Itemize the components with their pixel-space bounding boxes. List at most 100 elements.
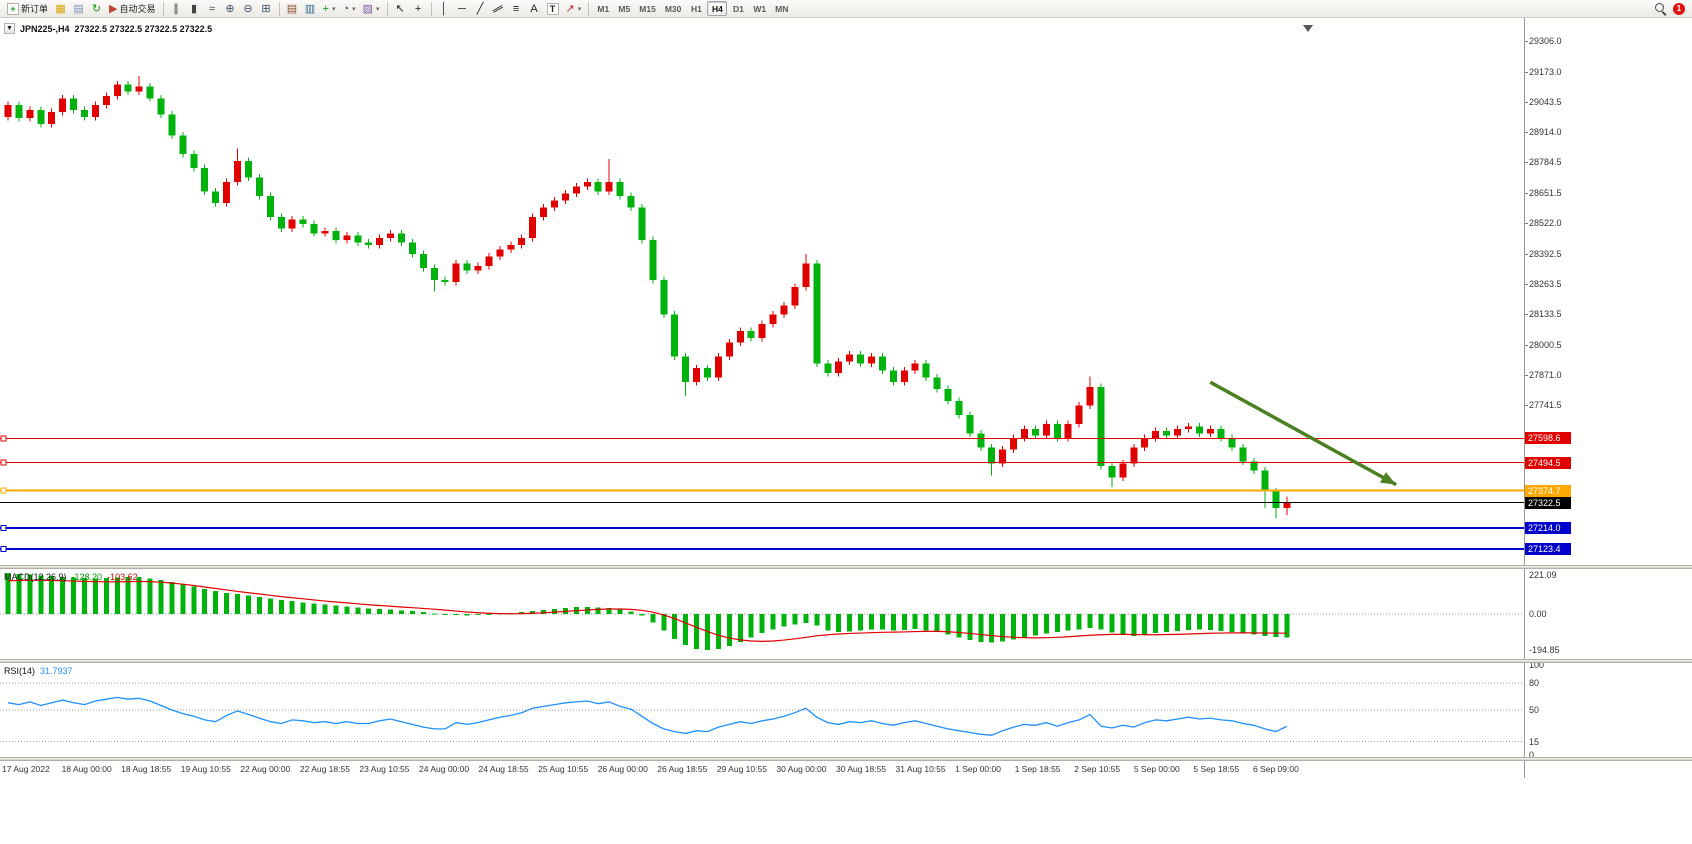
rsi-scale-label: 80	[1529, 678, 1540, 688]
dropdown-arrow-icon[interactable]: ▾	[577, 5, 582, 13]
data-window-icon: ▥	[304, 2, 316, 15]
new-order-button-label: 新订单	[21, 4, 49, 14]
price-tag: 27494.5	[1525, 456, 1571, 469]
cursor-button[interactable]: ↖	[392, 1, 409, 17]
line-handle[interactable]	[0, 435, 7, 442]
time-axis-label: 22 Aug 18:55	[299, 764, 350, 774]
period-h1-button[interactable]: H1	[690, 3, 702, 14]
time-axis-label: 5 Sep 00:00	[1133, 764, 1180, 774]
dropdown-arrow-icon[interactable]: ▾	[331, 5, 336, 13]
data-window-button[interactable]: ▥	[302, 1, 319, 17]
price-scale-label: 28392.5	[1529, 248, 1562, 259]
period-m5-button[interactable]: M5	[618, 3, 631, 14]
crosshair-button[interactable]: +	[410, 1, 427, 17]
fibonacci-button[interactable]: ≡	[508, 1, 525, 17]
price-tag: 27214.0	[1525, 521, 1571, 534]
autotrading-button[interactable]: ▶ 自动交易	[106, 1, 158, 17]
new-chart-button[interactable]: ▦	[52, 1, 69, 17]
tile-windows-button[interactable]: ⊞	[258, 1, 275, 17]
time-axis-label: 29 Aug 10:55	[716, 764, 767, 774]
rsi-panel-splitter[interactable]	[0, 659, 1692, 663]
vertical-line-button[interactable]: │	[436, 1, 453, 17]
indicators-button[interactable]: + ▾	[320, 1, 339, 17]
price-scale-label: 28651.5	[1529, 188, 1562, 199]
price-scale-tick	[1524, 253, 1528, 255]
cursor-icon: ↖	[395, 2, 405, 15]
rsi-line	[7, 696, 1288, 736]
macd-panel	[0, 573, 1524, 651]
toolbar-separator	[386, 1, 388, 16]
zoom-in-button[interactable]: ⊕	[222, 1, 239, 17]
price-scale-tick	[1524, 102, 1528, 104]
chart-header: ▼ JPN225-,H4 27322.5 27322.5 27322.5 273…	[4, 23, 212, 34]
trendline-button[interactable]: ╱	[472, 1, 489, 17]
line-chart-button[interactable]: ≈	[204, 1, 221, 17]
toolbar-separator	[588, 1, 590, 16]
market-watch-button[interactable]: ▤	[284, 1, 301, 17]
price-scale-tick	[1524, 193, 1528, 195]
period-h4-button[interactable]: H4	[707, 1, 728, 16]
text-label-button[interactable]: T	[544, 1, 562, 17]
tile-windows-icon: ⊞	[261, 2, 271, 15]
line-handle[interactable]	[0, 524, 7, 531]
price-scale-tick	[1524, 405, 1528, 407]
rsi-scale-label: 100	[1529, 660, 1545, 670]
price-scale-label: 28522.0	[1529, 218, 1562, 229]
price-scale-tick	[1524, 41, 1528, 42]
period-m15-button[interactable]: M15	[639, 3, 656, 14]
chart-shift-marker[interactable]	[1303, 25, 1313, 32]
horizontal-levels[interactable]	[0, 435, 1524, 553]
arrows-button[interactable]: ↗ ▾	[563, 1, 585, 17]
trend-arrow[interactable]	[1209, 380, 1397, 487]
periods-icon: ◔	[342, 2, 350, 15]
line-chart-icon: ≈	[208, 2, 216, 15]
price-scale-label: 28263.5	[1529, 278, 1562, 289]
line-handle[interactable]	[0, 459, 7, 466]
autotrading-icon: ▶	[109, 2, 118, 15]
time-axis-label: 31 Aug 10:55	[895, 764, 946, 774]
profiles-button[interactable]: ▤	[70, 1, 87, 17]
period-mn-button[interactable]: MN	[775, 3, 789, 14]
candlestick-chart-button[interactable]: ▮	[186, 1, 203, 17]
horizontal-line-button[interactable]: ─	[454, 1, 471, 17]
toolbar-separator	[430, 1, 432, 16]
refresh-button[interactable]: ↻	[88, 1, 105, 17]
period-m1-button[interactable]: M1	[597, 3, 610, 14]
macd-name: MACD(12,26,9)	[4, 572, 67, 582]
new-order-button[interactable]: + 新订单	[4, 1, 51, 17]
macd-panel-splitter[interactable]	[0, 565, 1692, 569]
notifications-badge[interactable]: 1	[1673, 2, 1685, 15]
trendline-icon: ╱	[476, 2, 484, 15]
price-tag: 27598.6	[1525, 432, 1571, 445]
refresh-icon: ↻	[91, 2, 102, 15]
bar-chart-button[interactable]: ∥	[168, 1, 185, 17]
profiles-icon: ▤	[73, 2, 84, 15]
chart-ohlc: 27322.5 27322.5 27322.5 27322.5	[74, 23, 213, 34]
templates-button[interactable]: ▨ ▾	[360, 1, 383, 17]
one-click-trading-toggle[interactable]: ▼	[4, 23, 15, 34]
period-m30-button[interactable]: M30	[664, 3, 682, 14]
autotrading-button-label: 自动交易	[119, 4, 156, 14]
fibonacci-icon: ≡	[512, 2, 520, 15]
horizontal-line-icon: ─	[458, 2, 466, 15]
periods-button[interactable]: ◔ ▾	[339, 1, 358, 17]
dropdown-arrow-icon[interactable]: ▾	[376, 5, 380, 13]
line-handle[interactable]	[0, 487, 7, 494]
price-scale-label: 27741.5	[1529, 400, 1562, 411]
price-scale-tick	[1524, 283, 1528, 285]
zoom-out-button[interactable]: ⊖	[240, 1, 257, 17]
price-scale-label: 29306.0	[1529, 36, 1562, 46]
text-button[interactable]: A	[526, 1, 543, 17]
channel-button[interactable]: ∥	[490, 1, 507, 17]
line-handle[interactable]	[0, 546, 7, 553]
period-w1-button[interactable]: W1	[753, 3, 767, 14]
search-icon[interactable]	[1654, 2, 1667, 15]
dropdown-arrow-icon[interactable]: ▾	[352, 5, 356, 13]
price-tag: 27123.4	[1525, 543, 1571, 555]
macd-scale-label: -194.85	[1529, 645, 1560, 656]
macd-signal-line	[7, 579, 1287, 642]
time-axis-label: 24 Aug 18:55	[478, 764, 529, 774]
zoom-out-icon: ⊖	[243, 2, 253, 15]
period-d1-button[interactable]: D1	[732, 3, 744, 14]
